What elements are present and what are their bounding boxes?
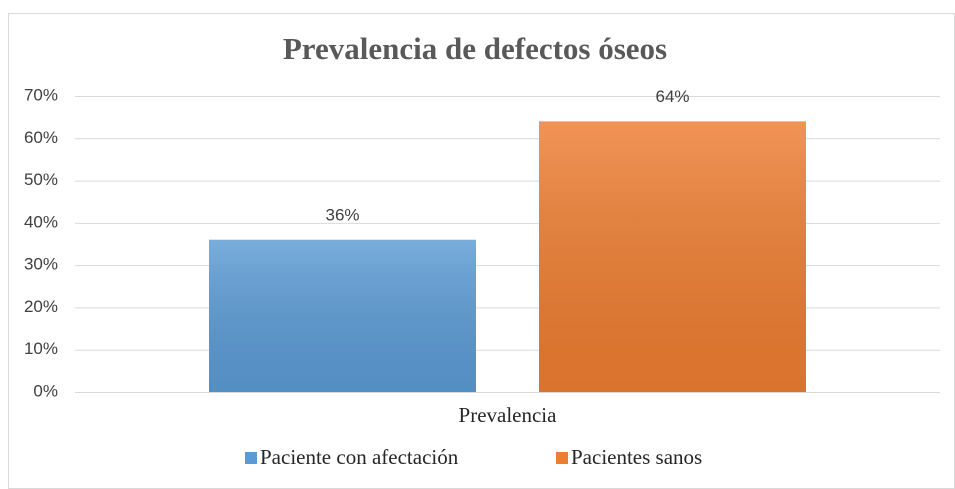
y-tick-label: 30% <box>24 255 58 274</box>
legend-label: Pacientes sanos <box>571 445 702 469</box>
bar-shade <box>209 239 476 392</box>
y-tick-label: 70% <box>24 85 58 104</box>
y-tick-label: 10% <box>24 339 58 358</box>
y-tick-label: 40% <box>24 212 58 231</box>
y-tick-label: 0% <box>33 381 58 400</box>
bar-shade <box>539 121 806 392</box>
data-label: 36% <box>325 205 359 224</box>
y-tick-label: 20% <box>24 297 58 316</box>
legend-swatch <box>556 452 568 464</box>
legend-swatch <box>245 452 257 464</box>
y-tick-label: 50% <box>24 170 58 189</box>
data-label: 64% <box>655 87 689 106</box>
chart-title: Prevalencia de defectos óseos <box>283 31 667 66</box>
y-tick-label: 60% <box>24 128 58 147</box>
x-tick-label: Prevalencia <box>459 403 558 427</box>
legend-label: Paciente con afectación <box>260 445 459 469</box>
